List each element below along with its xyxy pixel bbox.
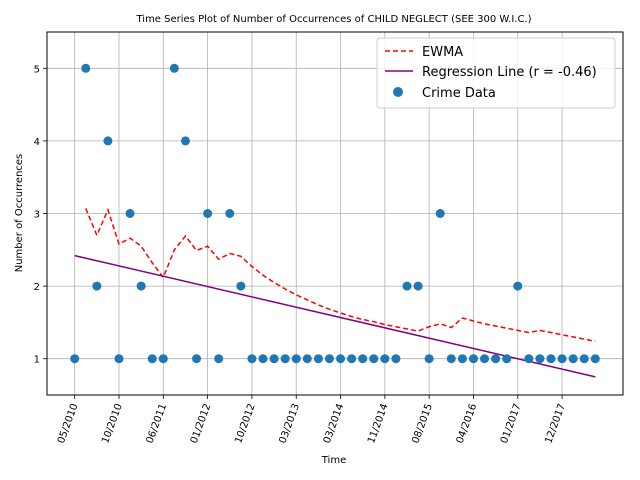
crime-data-point bbox=[468, 354, 478, 364]
x-tick-label: 12/2017 bbox=[543, 402, 568, 445]
crime-data-point bbox=[92, 281, 102, 291]
crime-data-point bbox=[147, 354, 157, 364]
crime-data-point bbox=[269, 354, 279, 364]
crime-data-point bbox=[313, 354, 323, 364]
crime-data-point bbox=[480, 354, 490, 364]
x-tick-label: 03/2014 bbox=[322, 402, 347, 445]
crime-data-point bbox=[513, 281, 523, 291]
plot-frame bbox=[46, 31, 624, 396]
crime-data-point bbox=[435, 209, 445, 218]
x-tick-label: 08/2015 bbox=[410, 402, 435, 445]
crime-data-point bbox=[446, 354, 456, 364]
crime-data-point bbox=[391, 354, 401, 364]
crime-data-point bbox=[590, 354, 600, 364]
y-tick-label: 4 bbox=[34, 137, 40, 148]
crime-data-point bbox=[225, 209, 235, 218]
crime-data-point bbox=[413, 281, 423, 291]
x-tick-label: 11/2014 bbox=[366, 402, 391, 445]
crime-data-point bbox=[136, 281, 146, 291]
y-tick-label: 1 bbox=[34, 355, 40, 366]
ewma-line bbox=[85, 207, 596, 343]
x-tick-label: 05/2010 bbox=[56, 402, 81, 445]
crime-data-point bbox=[380, 354, 390, 364]
x-tick-label: 01/2012 bbox=[189, 402, 214, 445]
crime-data-point bbox=[247, 354, 257, 364]
x-tick-label: 06/2011 bbox=[145, 402, 170, 445]
legend-ewma-label: EWMA bbox=[422, 45, 463, 60]
crime-data-point bbox=[546, 354, 556, 364]
crime-data-point bbox=[114, 354, 124, 364]
crime-data-point bbox=[180, 136, 190, 146]
crime-data-point bbox=[158, 354, 168, 364]
legend-regression-label: Regression Line (r = -0.46) bbox=[422, 65, 597, 80]
crime-data-point bbox=[302, 354, 312, 364]
crime-data-point bbox=[192, 354, 202, 364]
crime-data-point bbox=[81, 63, 91, 73]
crime-data-point bbox=[491, 354, 501, 364]
crime-data-point bbox=[214, 354, 224, 364]
y-tick-label: 5 bbox=[34, 64, 40, 75]
legend-crime-data-marker bbox=[393, 87, 403, 97]
crime-data-point bbox=[347, 354, 357, 364]
crime-data-point bbox=[457, 354, 467, 364]
y-axis-label: Number of Occurrences bbox=[14, 154, 25, 273]
x-tick-label: 10/2010 bbox=[100, 402, 125, 445]
crime-data-point bbox=[579, 354, 589, 364]
x-tick-label: 04/2016 bbox=[455, 402, 480, 445]
crime-data-point bbox=[402, 281, 412, 291]
x-tick-label: 10/2012 bbox=[233, 402, 258, 445]
series-layer bbox=[70, 63, 600, 378]
crime-data-point bbox=[291, 354, 301, 364]
crime-data-point bbox=[280, 354, 290, 364]
crime-data-point bbox=[568, 354, 578, 364]
crime-data-point bbox=[103, 136, 113, 146]
x-tick-label: 01/2017 bbox=[499, 402, 524, 445]
legend: EWMA Regression Line (r = -0.46) Crime D… bbox=[376, 37, 616, 109]
chart-title: Time Series Plot of Number of Occurrence… bbox=[135, 14, 531, 25]
x-axis-label: Time bbox=[321, 455, 346, 466]
crime-data-point bbox=[502, 354, 512, 364]
y-axis-ticks: 1 2 3 4 5 bbox=[34, 64, 47, 366]
crime-data-point bbox=[369, 354, 379, 364]
legend-crime-data-label: Crime Data bbox=[422, 86, 496, 101]
y-tick-label: 2 bbox=[34, 282, 40, 293]
crime-data-point bbox=[358, 354, 368, 364]
crime-data-point bbox=[424, 354, 434, 364]
x-axis-ticks: 05/2010 10/2010 06/2011 01/2012 10/2012 03/20… bbox=[56, 395, 568, 445]
crime-data-point bbox=[236, 281, 246, 291]
crime-data-point bbox=[336, 354, 346, 364]
crime-data-point bbox=[324, 354, 334, 364]
crime-data-point bbox=[203, 209, 213, 218]
crime-data-point bbox=[557, 354, 567, 364]
crime-data-point bbox=[169, 63, 179, 73]
crime-data-point bbox=[125, 209, 135, 218]
crime-data-point bbox=[70, 354, 80, 364]
crime-data-point bbox=[535, 354, 545, 364]
legend-box bbox=[376, 37, 616, 109]
crime-data-point bbox=[524, 354, 534, 364]
y-tick-label: 3 bbox=[34, 210, 40, 221]
crime-data-point bbox=[258, 354, 268, 364]
x-tick-label: 03/2013 bbox=[278, 402, 303, 445]
